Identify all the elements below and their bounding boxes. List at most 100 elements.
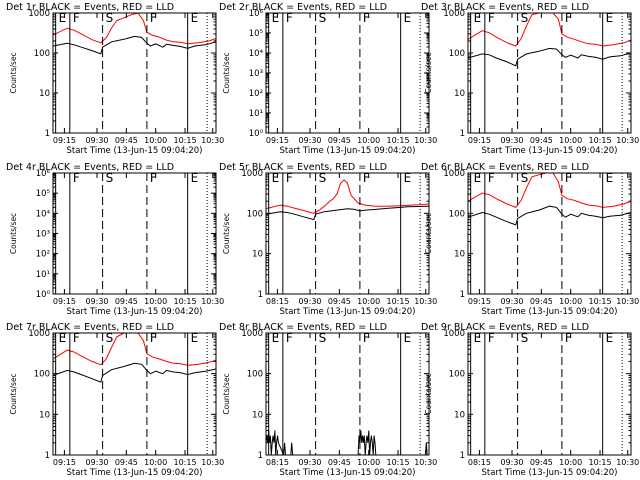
series-line-lld <box>53 13 216 45</box>
x-tick-label: 09:15 <box>53 136 76 145</box>
x-tick-label: 10:00 <box>559 297 582 306</box>
y-tick-label: 1000 <box>28 329 50 339</box>
x-tick-label: 09:30 <box>298 458 321 467</box>
y-axis-label: Counts/sec <box>424 213 433 254</box>
y-tick-label: 10¹ <box>249 109 263 119</box>
y-tick-label: 1 <box>460 451 465 461</box>
x-tick-label: 09:30 <box>85 136 108 145</box>
marker-label: F <box>286 11 293 25</box>
plot-frame <box>52 12 217 134</box>
marker-label: S <box>521 331 529 345</box>
x-tick-label: 09:45 <box>328 297 351 306</box>
y-axis-label: Counts/sec <box>9 213 18 254</box>
y-tick-label: 10⁴ <box>36 209 51 219</box>
marker-label: E <box>59 331 67 345</box>
panel-title: Det 8r BLACK = Events, RED = LLD <box>219 322 387 333</box>
series-line-events <box>53 362 216 383</box>
y-tick-label: 1000 <box>241 329 263 339</box>
x-tick-label: 10:30 <box>616 458 639 467</box>
panel-title: Det 2r BLACK = Events, RED = LLD <box>219 2 387 13</box>
plot-frame <box>265 12 430 134</box>
x-tick-label: 09:45 <box>115 136 138 145</box>
y-tick-label: 10 <box>454 89 465 99</box>
x-tick-label: 10:15 <box>173 458 196 467</box>
x-tick-label: 10:00 <box>559 458 582 467</box>
series-line-events <box>468 205 631 226</box>
series-line-events <box>266 205 429 221</box>
marker-label: S <box>319 171 327 185</box>
y-tick-label: 1000 <box>28 9 50 19</box>
y-tick-label: 10 <box>252 250 263 260</box>
x-tick-label: 09:45 <box>530 136 553 145</box>
x-tick-label: 10:00 <box>357 458 380 467</box>
y-tick-label: 10¹ <box>36 270 50 280</box>
x-tick-label: 09:45 <box>328 136 351 145</box>
marker-label: F <box>488 11 495 25</box>
y-tick-label: 10 <box>39 89 50 99</box>
x-tick-label: 10:15 <box>386 458 409 467</box>
y-tick-label: 10⁵ <box>249 29 263 39</box>
x-axis-label: Start Time (13-Jun-15 09:04:20) <box>67 146 203 156</box>
marker-label: S <box>521 11 529 25</box>
y-tick-label: 10 <box>454 250 465 260</box>
panel-title: Det 5r BLACK = Events, RED = LLD <box>219 162 387 173</box>
x-tick-label: 09:30 <box>85 458 108 467</box>
series-line-lld <box>468 173 631 209</box>
y-axis-label: Counts/sec <box>9 373 18 414</box>
marker-label: F <box>363 331 370 345</box>
panel-title: Det 6r BLACK = Events, RED = LLD <box>421 162 589 173</box>
panel-title: Det 4r BLACK = Events, RED = LLD <box>6 162 174 173</box>
plot-frame <box>467 172 632 295</box>
x-tick-label: 10:00 <box>144 136 167 145</box>
x-tick-label: 10:30 <box>414 136 437 145</box>
marker-label: E <box>404 11 412 25</box>
y-tick-label: 1000 <box>443 329 465 339</box>
marker-label: E <box>272 331 280 345</box>
x-tick-label: 10:00 <box>144 297 167 306</box>
y-tick-label: 10 <box>39 410 50 420</box>
x-tick-label: 09:30 <box>500 136 523 145</box>
x-tick-label: 10:30 <box>201 297 224 306</box>
y-tick-label: 1000 <box>241 169 263 179</box>
plot-frame <box>52 172 217 295</box>
panel-title: Det 1r BLACK = Events, RED = LLD <box>6 2 174 13</box>
x-axis-label: Start Time (13-Jun-15 09:04:20) <box>67 468 203 478</box>
y-tick-label: 100 <box>34 49 50 59</box>
marker-label: E <box>474 11 482 25</box>
y-tick-label: 1 <box>45 451 50 461</box>
x-tick-label: 10:30 <box>414 297 437 306</box>
x-tick-label: 10:00 <box>559 136 582 145</box>
marker-label: E <box>474 331 482 345</box>
y-tick-label: 10³ <box>249 69 263 79</box>
x-tick-label: 09:15 <box>266 136 289 145</box>
x-axis-label: Start Time (13-Jun-15 09:04:20) <box>280 146 416 156</box>
x-tick-label: 09:45 <box>530 297 553 306</box>
x-tick-label: 10:30 <box>616 297 639 306</box>
y-tick-label: 100 <box>449 49 465 59</box>
marker-label: S <box>106 11 114 25</box>
series-line-lld <box>468 13 631 47</box>
series-line-events <box>53 35 216 55</box>
y-axis-label: Counts/sec <box>424 52 433 93</box>
x-tick-label: 09:15 <box>53 297 76 306</box>
y-tick-label: 10⁵ <box>36 189 50 199</box>
x-tick-label: 10:15 <box>386 297 409 306</box>
x-tick-label: 10:00 <box>357 297 380 306</box>
marker-label: E <box>404 331 412 345</box>
marker-label: F <box>363 171 370 185</box>
x-axis-label: Start Time (13-Jun-15 09:04:20) <box>482 468 618 478</box>
marker-label: S <box>319 11 327 25</box>
x-axis-label: Start Time (13-Jun-15 09:04:20) <box>280 307 416 317</box>
y-tick-label: 100 <box>449 370 465 380</box>
plot-frame <box>467 332 632 456</box>
y-tick-label: 10⁰ <box>249 129 264 139</box>
series-line-lld <box>266 179 429 214</box>
marker-label: F <box>150 11 157 25</box>
marker-label: F <box>150 171 157 185</box>
marker-label: S <box>106 331 114 345</box>
